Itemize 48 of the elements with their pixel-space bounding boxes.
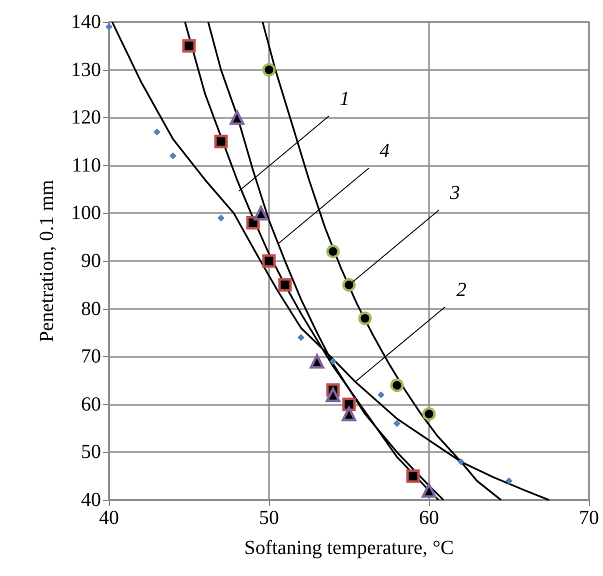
point bbox=[170, 152, 176, 160]
y-tick-label: 140 bbox=[71, 11, 101, 33]
point bbox=[378, 391, 384, 398]
point bbox=[330, 358, 336, 365]
point bbox=[262, 63, 276, 77]
point bbox=[342, 406, 356, 422]
point bbox=[390, 378, 404, 392]
x-axis-title: Softaning temperature, °C bbox=[244, 537, 454, 559]
point bbox=[458, 458, 464, 466]
point bbox=[358, 312, 372, 326]
y-tick-label: 40 bbox=[81, 489, 101, 511]
y-tick-label: 90 bbox=[81, 250, 101, 272]
point bbox=[422, 483, 436, 498]
y-tick-label: 120 bbox=[71, 106, 101, 129]
point bbox=[406, 469, 420, 483]
point bbox=[218, 214, 224, 222]
annotation: 1 bbox=[326, 88, 364, 110]
point bbox=[342, 278, 356, 292]
point bbox=[182, 39, 196, 53]
annotation: 3 bbox=[436, 182, 474, 204]
y-tick-label: 60 bbox=[81, 393, 101, 416]
point bbox=[310, 354, 324, 369]
y-tick-label: 100 bbox=[71, 202, 101, 224]
x-tick-label: 60 bbox=[419, 507, 439, 529]
point bbox=[154, 128, 160, 136]
y-tick-label: 70 bbox=[81, 346, 101, 368]
y-tick-label: 80 bbox=[81, 298, 101, 320]
y-tick-label: 130 bbox=[71, 58, 101, 81]
annotation: 2 bbox=[442, 278, 480, 301]
x-tick-label: 40 bbox=[99, 507, 119, 529]
point bbox=[326, 388, 340, 402]
point bbox=[262, 254, 276, 268]
y-tick-label: 50 bbox=[81, 441, 101, 464]
y-tick-label: 110 bbox=[72, 154, 101, 176]
point bbox=[278, 278, 292, 292]
point bbox=[506, 477, 512, 484]
point bbox=[254, 206, 268, 220]
point bbox=[422, 407, 436, 421]
point bbox=[394, 420, 400, 428]
point bbox=[298, 334, 304, 341]
point bbox=[230, 110, 244, 125]
point bbox=[326, 244, 340, 258]
x-tick-label: 70 bbox=[579, 507, 599, 529]
y-axis-title: Penetration, 0.1 mm bbox=[36, 179, 58, 342]
x-tick-label: 50 bbox=[259, 507, 279, 529]
point bbox=[214, 134, 228, 148]
annotation: 4 bbox=[366, 140, 404, 162]
point bbox=[106, 23, 112, 30]
